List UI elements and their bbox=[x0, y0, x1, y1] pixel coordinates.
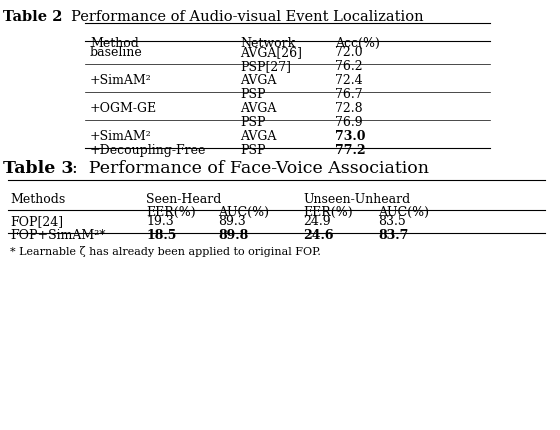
Text: EER(%): EER(%) bbox=[146, 206, 195, 219]
Text: +SimAM²: +SimAM² bbox=[90, 130, 152, 143]
Text: 76.9: 76.9 bbox=[335, 116, 363, 129]
Text: Method: Method bbox=[90, 37, 139, 50]
Text: AVGA: AVGA bbox=[240, 102, 277, 115]
Text: 73.0: 73.0 bbox=[335, 130, 366, 143]
Text: :  Performance of Audio-visual Event Localization: : Performance of Audio-visual Event Loca… bbox=[57, 10, 423, 24]
Text: Acc(%): Acc(%) bbox=[335, 37, 380, 50]
Text: PSP: PSP bbox=[240, 88, 265, 101]
Text: Table 3: Table 3 bbox=[3, 160, 73, 177]
Text: baseline: baseline bbox=[90, 46, 143, 59]
Text: 83.5: 83.5 bbox=[378, 215, 406, 228]
Text: 19.3: 19.3 bbox=[146, 215, 174, 228]
Text: 89.8: 89.8 bbox=[218, 229, 248, 242]
Text: AVGA: AVGA bbox=[240, 74, 277, 87]
Text: 77.2: 77.2 bbox=[335, 144, 366, 157]
Text: 76.2: 76.2 bbox=[335, 60, 363, 73]
Text: 72.4: 72.4 bbox=[335, 74, 363, 87]
Text: 83.7: 83.7 bbox=[378, 229, 408, 242]
Text: 72.8: 72.8 bbox=[335, 102, 363, 115]
Text: AUC(%): AUC(%) bbox=[378, 206, 429, 219]
Text: Methods: Methods bbox=[10, 193, 66, 206]
Text: 18.5: 18.5 bbox=[146, 229, 176, 242]
Text: +OGM-GE: +OGM-GE bbox=[90, 102, 157, 115]
Text: AUC(%): AUC(%) bbox=[218, 206, 269, 219]
Text: PSP: PSP bbox=[240, 144, 265, 157]
Text: EER(%): EER(%) bbox=[303, 206, 353, 219]
Text: Network: Network bbox=[240, 37, 295, 50]
Text: * Learnable ζ has already been applied to original FOP.: * Learnable ζ has already been applied t… bbox=[10, 246, 321, 257]
Text: 76.7: 76.7 bbox=[335, 88, 363, 101]
Text: PSP[27]: PSP[27] bbox=[240, 60, 291, 73]
Text: 24.6: 24.6 bbox=[303, 229, 334, 242]
Text: FOP[24]: FOP[24] bbox=[10, 215, 63, 228]
Text: +Decoupling-Free: +Decoupling-Free bbox=[90, 144, 207, 157]
Text: :  Performance of Face-Voice Association: : Performance of Face-Voice Association bbox=[72, 160, 429, 177]
Text: AVGA[26]: AVGA[26] bbox=[240, 46, 302, 59]
Text: PSP: PSP bbox=[240, 116, 265, 129]
Text: Seen-Heard: Seen-Heard bbox=[146, 193, 221, 206]
Text: 24.9: 24.9 bbox=[303, 215, 330, 228]
Text: Table 2: Table 2 bbox=[3, 10, 63, 24]
Text: +SimAM²: +SimAM² bbox=[90, 74, 152, 87]
Text: 72.0: 72.0 bbox=[335, 46, 363, 59]
Text: AVGA: AVGA bbox=[240, 130, 277, 143]
Text: FOP+SimAM²*: FOP+SimAM²* bbox=[10, 229, 105, 242]
Text: Unseen-Unheard: Unseen-Unheard bbox=[303, 193, 410, 206]
Text: 89.3: 89.3 bbox=[218, 215, 246, 228]
